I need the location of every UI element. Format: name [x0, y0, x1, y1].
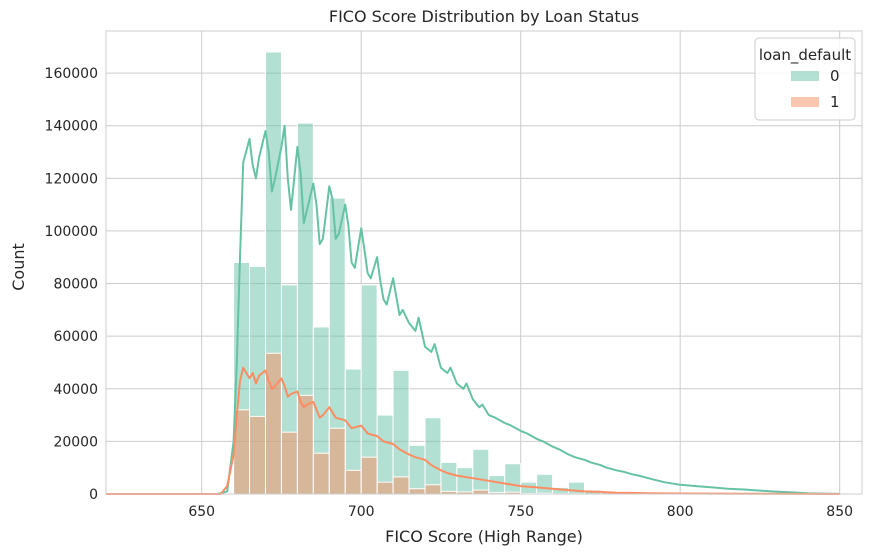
histogram-bar-series-1 [409, 489, 425, 494]
histogram-bar-series-0 [457, 468, 473, 494]
x-tick-label: 800 [667, 504, 694, 520]
histogram-bar-series-0 [441, 462, 457, 494]
y-tick-label: 20000 [53, 434, 98, 450]
kde-line-series-0 [106, 126, 840, 494]
y-tick-label: 0 [89, 487, 98, 503]
y-tick-label: 160000 [45, 66, 98, 82]
x-tick-label: 700 [348, 504, 375, 520]
x-axis-label: FICO Score (High Range) [385, 527, 583, 546]
histogram-bar-series-0 [425, 418, 441, 494]
y-tick-label: 100000 [45, 224, 98, 240]
y-tick-label: 40000 [53, 382, 98, 398]
y-tick-label: 140000 [45, 119, 98, 135]
histogram-bar-series-1 [313, 453, 329, 494]
x-tick-label: 850 [826, 504, 853, 520]
y-tick-label: 120000 [45, 171, 98, 187]
histogram-bar-series-1 [473, 490, 489, 494]
histogram-bar-series-1 [281, 432, 297, 494]
histogram-bar-series-0 [537, 474, 553, 494]
histogram-bar-series-0 [393, 370, 409, 494]
legend-title: loan_default [759, 46, 851, 65]
histogram-bar-series-1 [250, 416, 266, 494]
histogram-bar-series-1 [361, 457, 377, 494]
chart-title: FICO Score Distribution by Loan Status [329, 7, 639, 26]
histogram-bar-series-1 [425, 485, 441, 494]
histogram-bar-series-0 [505, 464, 521, 494]
legend-label-1: 1 [830, 93, 840, 111]
histogram-bar-series-0 [409, 445, 425, 494]
histogram-bar-series-1 [345, 470, 361, 494]
histogram-bar-series-1 [393, 477, 409, 494]
legend-swatch-1 [791, 97, 819, 107]
y-axis-label: Count [9, 243, 28, 291]
legend-label-0: 0 [830, 67, 840, 85]
gridlines [106, 31, 862, 494]
legend: loan_default 0 1 [755, 38, 855, 120]
x-tick-label: 750 [507, 504, 534, 520]
histogram-bar-series-0 [569, 482, 585, 494]
legend-swatch-0 [791, 71, 819, 81]
histogram-bar-series-1 [377, 482, 393, 494]
kde-lines [106, 126, 840, 494]
y-tick-label: 80000 [53, 277, 98, 293]
x-tick-label: 650 [188, 504, 215, 520]
histogram-bar-series-1 [329, 428, 345, 494]
histogram-bar-series-0 [489, 476, 505, 494]
histogram-bar-series-1 [297, 395, 313, 494]
tick-labels: 650 700 750 800 850 0 20000 40000 60000 80000 1000… [45, 66, 853, 520]
histogram-bar-series-1 [265, 353, 281, 494]
y-tick-label: 60000 [53, 329, 98, 345]
histogram-bar-series-0 [473, 449, 489, 494]
plot-frame [106, 31, 862, 494]
histogram-bars [234, 52, 681, 494]
